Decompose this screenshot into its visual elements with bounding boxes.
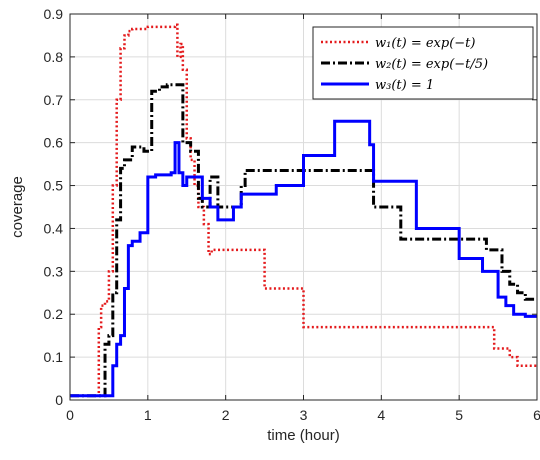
y-axis-label: coverage [9, 176, 26, 238]
x-tick-label: 3 [300, 407, 308, 423]
legend-label-1: w₁(t) = exp(−t) [375, 36, 475, 51]
legend-label-2: w₂(t) = exp(−t/5) [375, 57, 488, 72]
y-tick-label: 0.4 [44, 220, 64, 236]
series-layer [70, 23, 537, 398]
y-tick-label: 0 [55, 392, 63, 408]
y-tick-label: 0.1 [44, 349, 64, 365]
y-tick-label: 0.9 [44, 6, 64, 22]
y-tick-label: 0.5 [44, 178, 64, 194]
ticks: 0 1 2 3 4 5 6 0 0.1 0.2 0.3 0.4 0.5 0.6 0.7 0.8 0.9 [44, 6, 540, 423]
x-tick-label: 0 [66, 407, 74, 423]
x-tick-label: 1 [144, 407, 152, 423]
x-tick-label: 5 [455, 407, 463, 423]
legend-box [312, 26, 534, 100]
x-axis-label: time (hour) [267, 427, 340, 444]
y-tick-label: 0.6 [44, 135, 64, 151]
x-tick-label: 6 [533, 407, 540, 423]
y-tick-label: 0.3 [44, 263, 64, 279]
legend-label-3: w₃(t) = 1 [375, 78, 434, 93]
series-line-2 [70, 83, 537, 398]
legend: w₁(t) = exp(−t) w₂(t) = exp(−t/5) w₃(t) = … [312, 26, 534, 100]
x-tick-label: 2 [222, 407, 230, 423]
series-line-3 [70, 119, 537, 398]
y-tick-label: 0.8 [44, 49, 64, 65]
series-line-1 [70, 23, 537, 397]
y-tick-label: 0.7 [44, 92, 64, 108]
x-tick-label: 4 [377, 407, 385, 423]
y-tick-label: 0.2 [44, 306, 64, 322]
